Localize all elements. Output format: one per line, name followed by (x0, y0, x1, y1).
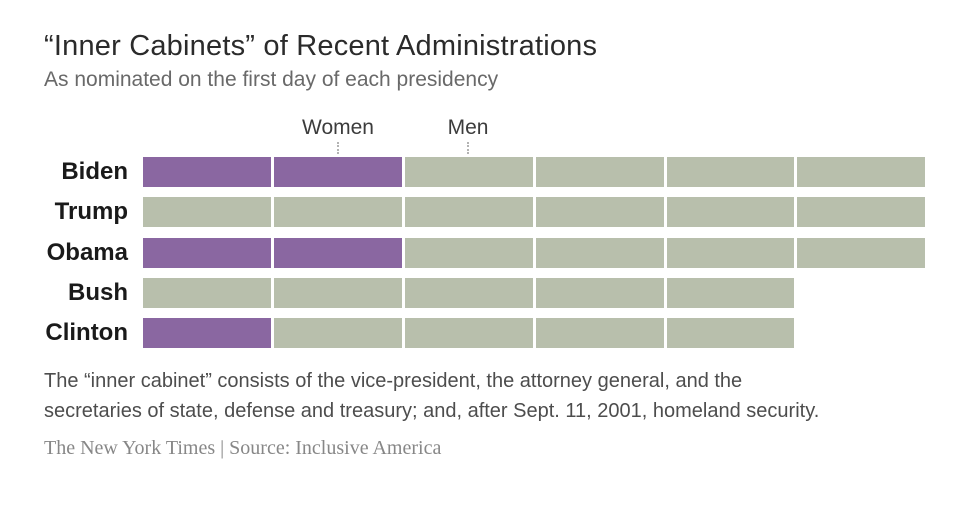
bar-segment-men (535, 197, 664, 228)
bar (143, 318, 795, 349)
bar-segment-men (666, 277, 795, 308)
bar-segment-men (797, 237, 926, 268)
footnote-line: The “inner cabinet” consists of the vice… (44, 370, 743, 392)
bar-segment-men (666, 237, 795, 268)
credit-text: The New York Times (44, 437, 216, 459)
bar-segment-men (535, 237, 664, 268)
legend-tick-men-icon (467, 142, 469, 154)
chart-subtitle: As nominated on the first day of each pr… (44, 68, 499, 91)
bar-segment-men (404, 197, 533, 228)
bar-segment-men (273, 197, 402, 228)
credit-separator: | (220, 437, 225, 459)
legend-label-women: Women (302, 116, 374, 139)
bar (143, 277, 795, 308)
bar-segment-men (404, 318, 533, 349)
row-label: Obama (46, 238, 128, 266)
bar-row: Clinton (0, 318, 980, 349)
row-label: Bush (68, 278, 128, 306)
bar (143, 197, 926, 228)
chart-title: “Inner Cabinets” of Recent Administratio… (44, 30, 598, 62)
bar-chart: Biden Trump Obama Bush Clinton (0, 157, 980, 358)
legend-label-men: Men (447, 116, 489, 139)
bar-segment-men (535, 157, 664, 187)
bar-segment-men (143, 277, 271, 308)
bar-segment-men (143, 197, 271, 228)
bar-segment-men (404, 277, 533, 308)
bar-segment-men (666, 197, 795, 228)
bar-row: Obama (0, 237, 980, 268)
bar-segment-women (143, 237, 271, 268)
bar-segment-men (273, 277, 402, 308)
source-text: Source: Inclusive America (229, 437, 442, 459)
bar-row: Biden (0, 157, 980, 187)
bar-segment-men (666, 157, 795, 187)
bar-segment-women (273, 237, 402, 268)
bar-segment-women (143, 318, 271, 349)
bar-segment-men (666, 318, 795, 349)
bar-segment-men (273, 318, 402, 349)
bar (143, 237, 926, 268)
row-label: Clinton (45, 319, 128, 347)
bar-segment-women (273, 157, 402, 187)
bar (143, 157, 926, 187)
bar-segment-men (535, 318, 664, 349)
bar-segment-men (535, 277, 664, 308)
bar-segment-men (404, 237, 533, 268)
bar-row: Bush (0, 277, 980, 308)
legend-tick-women-icon (337, 142, 339, 154)
bar-segment-men (797, 157, 926, 187)
bar-segment-men (404, 157, 533, 187)
bar-segment-men (797, 197, 926, 228)
footnote-line: secretaries of state, defense and treasu… (44, 400, 820, 422)
bar-row: Trump (0, 197, 980, 228)
chart-footnote: The “inner cabinet” consists of the vice… (44, 366, 819, 426)
bar-segment-women (143, 157, 271, 187)
row-label: Trump (54, 198, 128, 226)
source-credit: The New York Times | Source: Inclusive A… (44, 437, 441, 460)
row-label: Biden (61, 158, 128, 185)
